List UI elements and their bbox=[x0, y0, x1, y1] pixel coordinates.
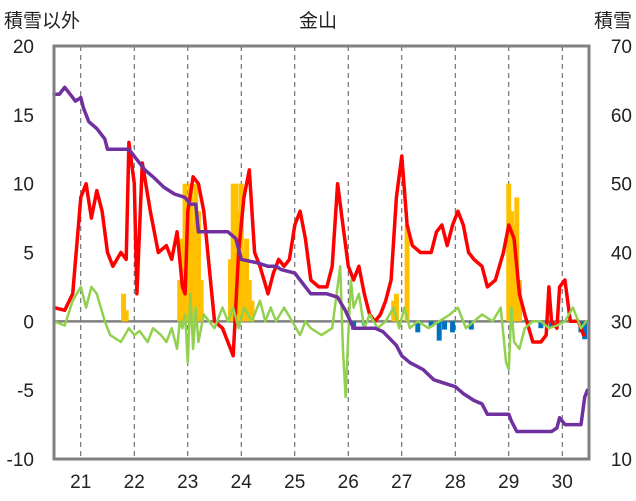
y-tick-left-label: -5 bbox=[17, 381, 34, 402]
y-tick-left-label: 20 bbox=[13, 37, 34, 58]
series-line-2 bbox=[52, 85, 590, 434]
left-axis-label: 積雪以外 bbox=[4, 10, 80, 32]
bar-mark-3 bbox=[121, 293, 127, 322]
bar-mark-3 bbox=[511, 224, 517, 322]
bar-mark-3 bbox=[244, 238, 250, 322]
bar-mark-3 bbox=[246, 280, 252, 322]
x-tick-label: 30 bbox=[552, 472, 573, 493]
bar-mark-3 bbox=[230, 183, 236, 322]
x-tick-label: 23 bbox=[177, 472, 198, 493]
y-ticks-right: 70 60 50 40 30 20 10 bbox=[611, 37, 632, 471]
y-tick-left-label: 10 bbox=[13, 175, 34, 196]
bar-mark-4 bbox=[436, 321, 442, 341]
y-tick-right-label: 50 bbox=[611, 175, 632, 196]
bar-mark-3 bbox=[241, 252, 247, 322]
y-tick-left-label: 0 bbox=[23, 312, 34, 333]
bar-mark-4 bbox=[468, 321, 474, 330]
x-tick-label: 22 bbox=[124, 472, 145, 493]
series-line-0 bbox=[52, 140, 586, 358]
bar-mark-4 bbox=[442, 321, 448, 330]
bar-mark-3 bbox=[506, 183, 512, 322]
bar-mark-3 bbox=[190, 224, 196, 322]
right-axis-label: 積雪 bbox=[594, 10, 632, 32]
x-ticks: 21 22 23 24 25 26 27 28 29 30 bbox=[70, 472, 573, 493]
y-tick-left-label: 15 bbox=[13, 106, 34, 127]
y-tick-right-label: 10 bbox=[611, 450, 632, 471]
series-lines bbox=[52, 85, 590, 434]
bar-mark-4 bbox=[450, 321, 456, 333]
y-ticks-left: 20 15 10 5 0 -5 -10 bbox=[7, 37, 34, 471]
x-tick-label: 28 bbox=[445, 472, 466, 493]
bar-mark-3 bbox=[404, 224, 410, 322]
y-tick-right-label: 20 bbox=[611, 381, 632, 402]
y-tick-left-label: 5 bbox=[23, 244, 34, 265]
x-tick-label: 21 bbox=[70, 472, 91, 493]
grid-lines bbox=[80, 46, 563, 459]
bar-mark-3 bbox=[177, 280, 183, 322]
y-tick-right-label: 40 bbox=[611, 244, 632, 265]
x-tick-label: 29 bbox=[498, 472, 519, 493]
series-line-1 bbox=[52, 265, 588, 399]
bar-mark-3 bbox=[195, 211, 201, 322]
y-tick-left-label: -10 bbox=[7, 450, 34, 471]
bar-mark-3 bbox=[393, 293, 399, 322]
x-tick-label: 26 bbox=[338, 472, 359, 493]
bar-mark-3 bbox=[187, 183, 193, 322]
bar-mark-3 bbox=[508, 211, 514, 322]
bar-mark-3 bbox=[249, 300, 255, 322]
x-tick-label: 24 bbox=[231, 472, 253, 493]
bar-mark-3 bbox=[228, 259, 234, 322]
chart-title: 金山 bbox=[299, 10, 337, 32]
bar-mark-4 bbox=[415, 321, 421, 333]
plot-frame bbox=[52, 44, 591, 461]
bar-mark-3 bbox=[233, 183, 239, 322]
y-tick-right-label: 70 bbox=[611, 37, 632, 58]
bar-mark-3 bbox=[123, 310, 129, 322]
bar-mark-4 bbox=[428, 321, 434, 327]
bar-mark-4 bbox=[538, 321, 544, 329]
x-tick-label: 27 bbox=[391, 472, 412, 493]
x-tick-label: 25 bbox=[284, 472, 305, 493]
y-tick-right-label: 30 bbox=[611, 312, 632, 333]
y-tick-right-label: 60 bbox=[611, 106, 632, 127]
bar-mark-3 bbox=[198, 280, 204, 322]
bar-mark-3 bbox=[193, 183, 199, 322]
bar-mark-4 bbox=[582, 321, 588, 340]
